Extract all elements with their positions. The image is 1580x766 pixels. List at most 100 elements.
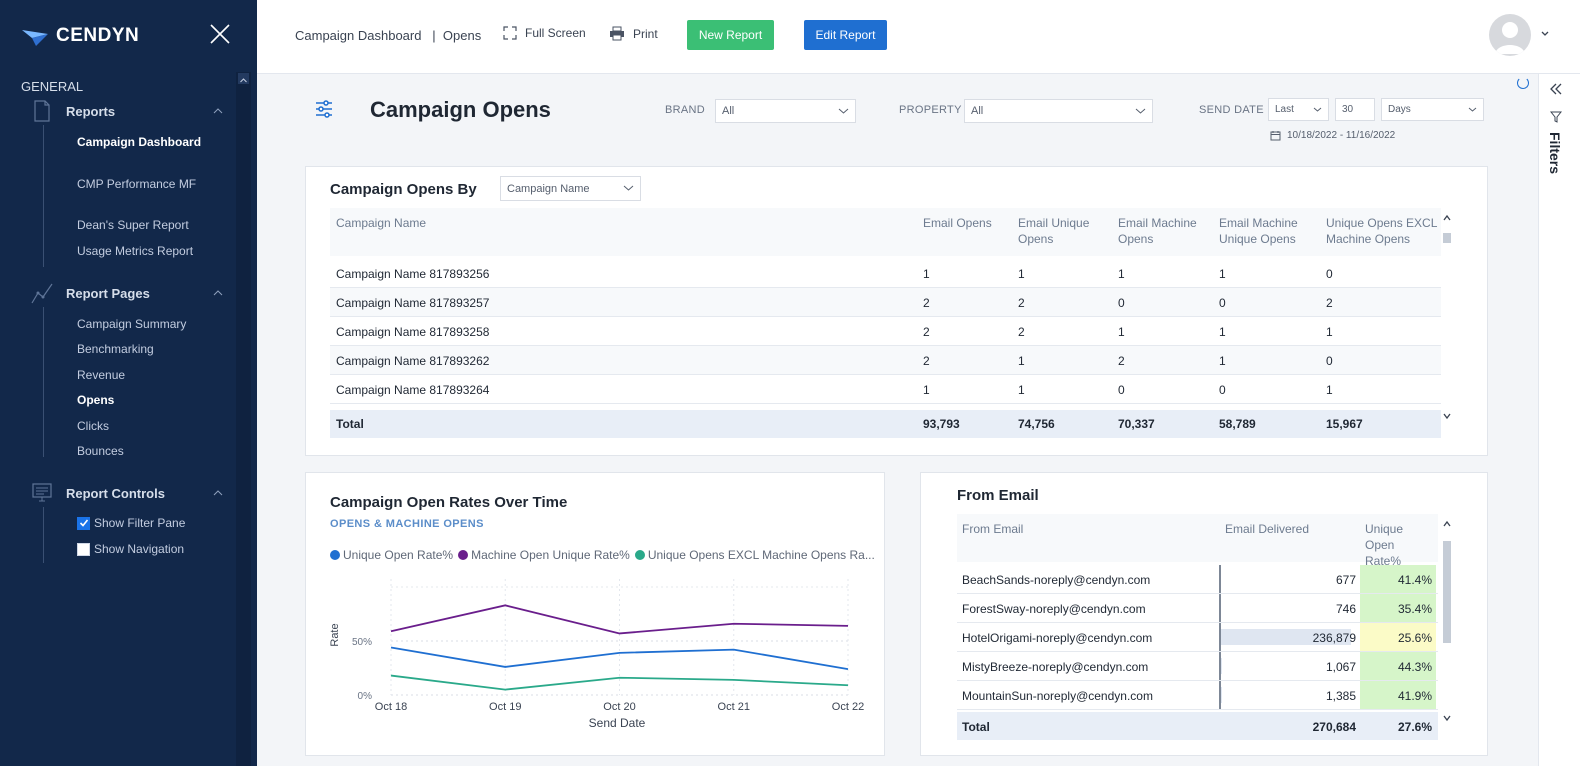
sidebar-item-campaign-dashboard[interactable]: Campaign Dashboard: [77, 135, 202, 149]
table-row[interactable]: BeachSands-noreply@cendyn.com 677 41.4%: [957, 565, 1438, 594]
table-row[interactable]: Campaign Name 817893264 1 1 0 0 1: [330, 375, 1441, 404]
table-row[interactable]: ForestSway-noreply@cendyn.com 746 35.4%: [957, 594, 1438, 623]
scroll-thumb[interactable]: [1443, 233, 1451, 243]
nav-group-head-reports[interactable]: Reports: [30, 99, 230, 123]
property-select[interactable]: All: [964, 99, 1153, 123]
legend-item[interactable]: Unique Open Rate%: [330, 548, 453, 562]
table-row[interactable]: Campaign Name 817893258 2 2 1 1 1: [330, 317, 1441, 346]
column-header[interactable]: From Email: [962, 522, 1024, 536]
sidebar-item-clicks[interactable]: Clicks: [77, 419, 109, 433]
column-header[interactable]: Email Unique Opens: [1018, 216, 1090, 246]
print-button[interactable]: Print: [609, 26, 658, 41]
scroll-up-icon[interactable]: [1441, 213, 1453, 223]
table-scrollbar[interactable]: [1441, 519, 1453, 725]
scroll-down-icon[interactable]: [1441, 411, 1453, 421]
cell: 0: [1326, 354, 1333, 368]
sidebar-item-campaign-summary[interactable]: Campaign Summary: [77, 317, 187, 331]
legend-label: Unique Open Rate%: [343, 548, 454, 562]
loading-spinner-icon: [1517, 77, 1529, 89]
rate-cell: 25.6%: [1397, 631, 1432, 645]
chevron-down-icon: [1135, 108, 1146, 114]
cendyn-logo[interactable]: CENDYN: [22, 24, 139, 48]
table-row[interactable]: MistyBreeze-noreply@cendyn.com 1,067 44.3%: [957, 652, 1438, 681]
filters-rail[interactable]: Filters: [1538, 74, 1580, 766]
brand-select[interactable]: All: [715, 99, 856, 123]
full-screen-label: Full Screen: [525, 26, 586, 40]
double-chevron-left-icon[interactable]: [1549, 82, 1563, 96]
edit-report-button[interactable]: Edit Report: [804, 20, 887, 50]
filter-icon: [1550, 111, 1562, 123]
chart-subtitle: OPENS & MACHINE OPENS: [330, 518, 484, 530]
x-tick-label: Oct 22: [832, 701, 864, 713]
cell: Campaign Name 817893262: [336, 354, 490, 368]
nav-group-head-report-controls[interactable]: Report Controls: [30, 481, 230, 505]
show-navigation-checkbox[interactable]: [77, 542, 90, 556]
chart-lines: [390, 604, 849, 691]
campaign-opens-by-card: Campaign Opens By Campaign Name Campaign…: [305, 166, 1488, 456]
nav-tree-line: [43, 125, 44, 267]
sidebar-item-cmp-performance[interactable]: CMP Performance MF: [77, 177, 197, 191]
email-cell: BeachSands-noreply@cendyn.com: [962, 573, 1151, 587]
line-chart: 0% 50% Oct 18 Oct 19 Oct 20 Oct 21 Oct 22 Rate…: [329, 579, 864, 730]
full-screen-button[interactable]: Full Screen: [503, 26, 586, 40]
sidebar-item-usage-metrics[interactable]: Usage Metrics Report: [77, 244, 194, 258]
chevron-up-icon[interactable]: [212, 105, 224, 117]
new-report-button[interactable]: New Report: [687, 20, 774, 50]
chevron-down-icon[interactable]: [1540, 30, 1550, 38]
sidebar-item-bounces[interactable]: Bounces: [77, 444, 124, 458]
close-sidebar-icon[interactable]: [208, 22, 232, 46]
sidebar-scrollbar[interactable]: [236, 72, 251, 766]
chevron-up-icon[interactable]: [212, 287, 224, 299]
send-date-count-input[interactable]: 30: [1335, 98, 1375, 121]
table-scrollbar[interactable]: [1441, 213, 1453, 423]
table-row[interactable]: MountainSun-noreply@cendyn.com 1,385 41.9%: [957, 681, 1438, 710]
table-row[interactable]: Campaign Name 817893262 2 1 2 1 0: [330, 346, 1441, 375]
send-date-unit-select[interactable]: Days: [1381, 98, 1484, 121]
date-range[interactable]: 10/18/2022 - 11/16/2022: [1270, 130, 1395, 141]
chevron-up-icon[interactable]: [212, 487, 224, 499]
cell: 2: [923, 296, 930, 310]
show-filter-pane-toggle[interactable]: Show Filter Pane: [77, 516, 185, 530]
legend-item[interactable]: Machine Open Unique Rate%: [458, 548, 630, 562]
show-navigation-toggle[interactable]: Show Navigation: [77, 542, 184, 556]
scroll-thumb[interactable]: [1443, 541, 1451, 643]
send-date-mode-select[interactable]: Last: [1268, 98, 1329, 121]
column-header[interactable]: Email Machine Opens: [1118, 216, 1197, 246]
cell: 2: [1018, 296, 1025, 310]
chevron-down-icon: [623, 185, 634, 191]
sidebar-item-revenue[interactable]: Revenue: [77, 368, 126, 382]
column-header[interactable]: Unique Open Rate%: [1365, 522, 1404, 568]
table-row[interactable]: HotelOrigami-noreply@cendyn.com 236,879 25…: [957, 623, 1438, 652]
sidebar-item-benchmarking[interactable]: Benchmarking: [77, 342, 154, 356]
column-header[interactable]: Email Opens: [923, 216, 992, 230]
cell: 1: [1326, 325, 1333, 339]
table-row[interactable]: Campaign Name 817893257 2 2 0 0 2: [330, 288, 1441, 317]
scroll-up-icon[interactable]: [1441, 519, 1453, 529]
delivered-cell: 236,879: [1312, 631, 1356, 645]
cell: 1: [1219, 267, 1226, 281]
chevron-down-icon: [1313, 107, 1322, 112]
email-cell: ForestSway-noreply@cendyn.com: [962, 602, 1146, 616]
nav-group-head-report-pages[interactable]: Report Pages: [30, 281, 230, 305]
sliders-icon[interactable]: [315, 100, 333, 118]
scroll-down-icon[interactable]: [1441, 713, 1453, 723]
column-header[interactable]: Email Machine Unique Opens: [1219, 216, 1298, 246]
print-label: Print: [633, 26, 658, 41]
show-filter-pane-checkbox[interactable]: [77, 516, 90, 530]
calendar-icon: [1270, 131, 1281, 141]
column-header[interactable]: Email Delivered: [1225, 522, 1310, 536]
column-header[interactable]: Unique Opens EXCL Machine Opens: [1326, 216, 1437, 246]
avatar[interactable]: [1489, 14, 1531, 56]
show-filter-pane-label: Show Filter Pane: [94, 516, 186, 530]
chevron-down-icon: [838, 108, 849, 114]
group-by-select[interactable]: Campaign Name: [500, 176, 641, 201]
column-header[interactable]: Campaign Name: [336, 216, 427, 230]
cell: Campaign Name 817893264: [336, 383, 490, 397]
cell: Campaign Name 817893257: [336, 296, 490, 310]
open-rates-chart-card: Campaign Open Rates Over Time OPENS & MA…: [305, 472, 885, 756]
sidebar-scroll-up[interactable]: [238, 73, 249, 84]
table-row[interactable]: Campaign Name 817893256 1 1 1 1 0: [330, 259, 1441, 288]
legend-item[interactable]: Unique Opens EXCL Machine Opens Ra...: [634, 548, 875, 562]
sidebar-item-deans-super-report[interactable]: Dean's Super Report: [77, 218, 189, 232]
sidebar-item-opens[interactable]: Opens: [77, 393, 115, 407]
